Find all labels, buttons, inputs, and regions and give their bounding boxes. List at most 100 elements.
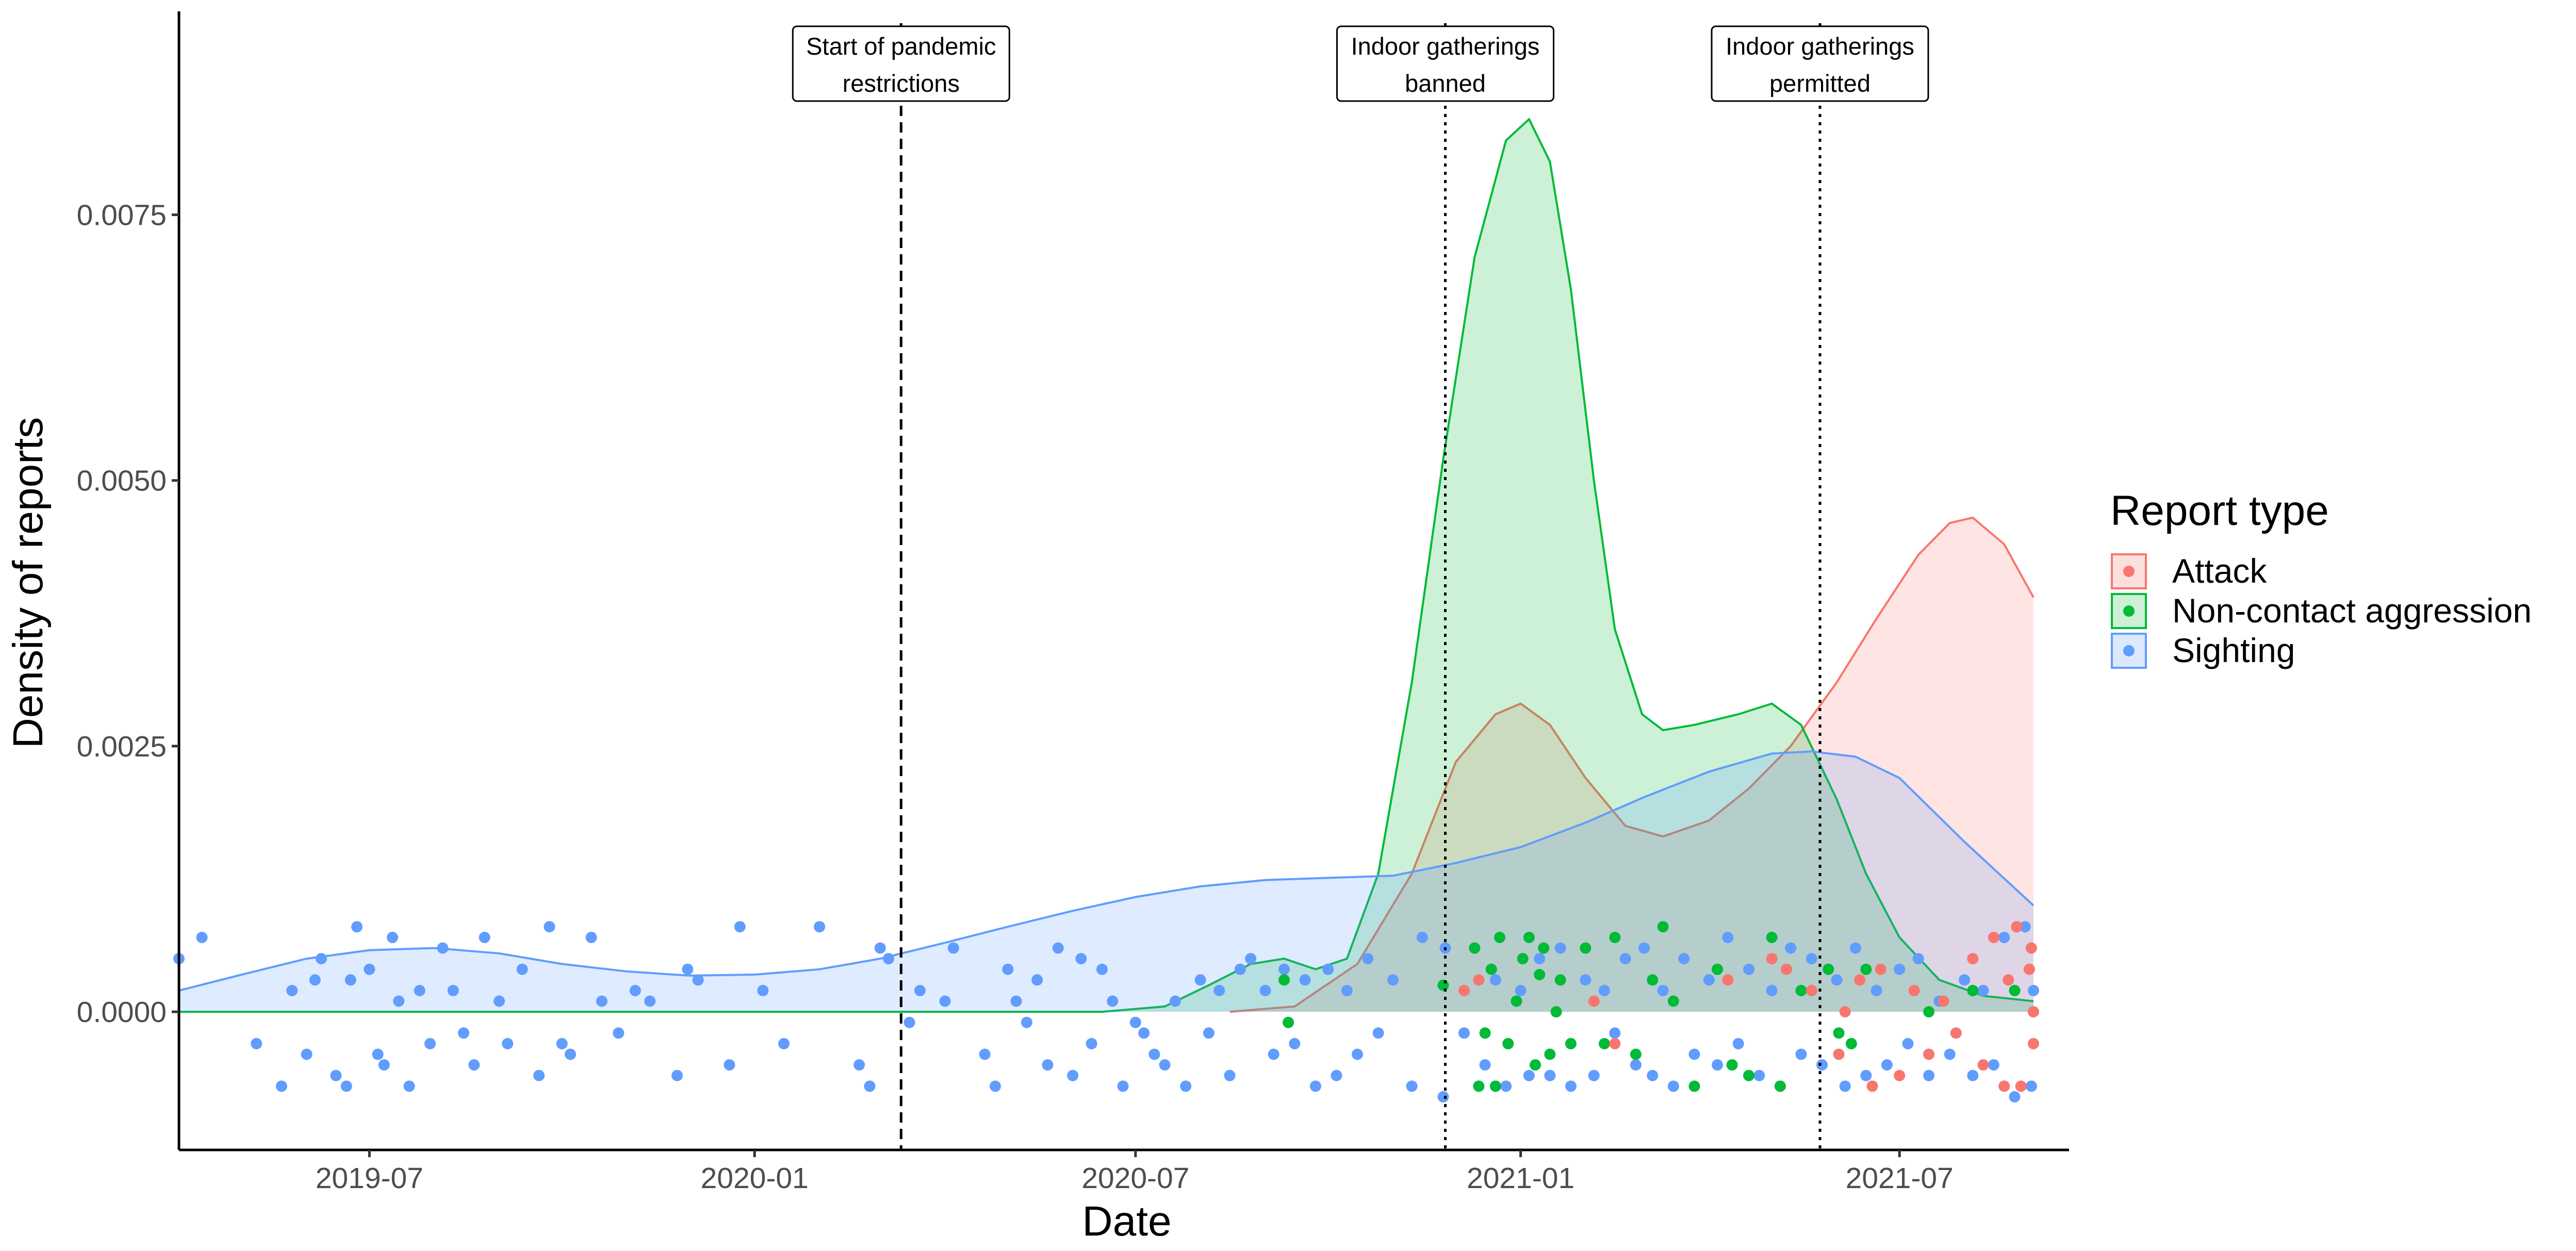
point-sighting xyxy=(882,953,894,965)
point-sighting xyxy=(644,995,656,1007)
point-non-contact-aggression xyxy=(1743,1069,1754,1081)
point-non-contact-aggression xyxy=(1923,1006,1935,1018)
annotation-box-1 xyxy=(792,25,1010,102)
point-sighting xyxy=(1588,1069,1600,1081)
point-sighting xyxy=(1657,984,1669,996)
point-sighting xyxy=(864,1080,876,1092)
point-sighting xyxy=(1437,1091,1449,1102)
density-line-attack xyxy=(1229,516,2034,1013)
point-sighting xyxy=(403,1080,415,1092)
point-sighting xyxy=(502,1038,514,1049)
point-non-contact-aggression xyxy=(1688,1080,1700,1092)
point-sighting xyxy=(1148,1048,1160,1060)
point-non-contact-aggression xyxy=(1489,1080,1501,1092)
point-non-contact-aggression xyxy=(1580,942,1591,954)
point-sighting xyxy=(387,931,398,943)
point-sighting xyxy=(1638,942,1650,954)
point-sighting xyxy=(301,1048,313,1060)
point-sighting xyxy=(1967,1069,1979,1081)
y-tick-label: 0.0000 xyxy=(77,996,167,1029)
point-sighting xyxy=(1096,963,1108,975)
point-non-contact-aggression xyxy=(1860,963,1872,975)
point-sighting xyxy=(904,1016,915,1028)
point-non-contact-aggression xyxy=(1609,931,1621,943)
y-axis-title: Density of reports xyxy=(5,417,52,749)
point-sighting xyxy=(1688,1048,1700,1060)
point-sighting xyxy=(1331,1069,1342,1081)
legend-title: Report type xyxy=(2110,487,2329,534)
point-non-contact-aggression xyxy=(1766,931,1778,943)
point-sighting xyxy=(1647,1069,1659,1081)
point-sighting xyxy=(424,1038,436,1049)
point-attack xyxy=(1988,931,1999,943)
point-non-contact-aggression xyxy=(1278,974,1290,986)
point-non-contact-aggression xyxy=(1530,1059,1541,1071)
point-sighting xyxy=(1010,995,1022,1007)
legend-dot-attack xyxy=(2123,566,2135,577)
point-sighting xyxy=(516,963,528,975)
point-sighting xyxy=(1544,1069,1556,1081)
point-sighting xyxy=(947,942,959,954)
point-non-contact-aggression xyxy=(1599,1038,1610,1049)
point-sighting xyxy=(1753,1069,1765,1081)
legend-key-attack xyxy=(2111,553,2147,589)
point-sighting xyxy=(1816,1059,1828,1071)
point-sighting xyxy=(1580,974,1591,986)
density-area-non-contact-aggression xyxy=(179,119,2033,1012)
point-sighting xyxy=(724,1059,735,1071)
x-tick-label: 2021-01 xyxy=(1467,1162,1574,1195)
point-sighting xyxy=(437,942,449,954)
point-sighting xyxy=(1159,1059,1171,1071)
point-sighting xyxy=(1289,1038,1301,1049)
annotation-label-1-line-2: restrictions xyxy=(843,70,960,97)
point-sighting xyxy=(1678,953,1690,965)
point-sighting xyxy=(1732,1038,1744,1049)
point-sighting xyxy=(1839,1080,1851,1092)
point-sighting xyxy=(1194,974,1206,986)
point-sighting xyxy=(734,921,746,933)
point-sighting xyxy=(330,1069,342,1081)
point-attack xyxy=(2023,963,2035,975)
point-non-contact-aggression xyxy=(1469,942,1481,954)
point-sighting xyxy=(364,963,375,975)
y-tick-label: 0.0025 xyxy=(77,730,167,763)
point-sighting xyxy=(1912,953,1924,965)
point-sighting xyxy=(757,984,769,996)
point-attack xyxy=(2003,974,2014,986)
point-sighting xyxy=(372,1048,384,1060)
annotation-box-2 xyxy=(1336,25,1555,102)
point-sighting xyxy=(1712,1059,1724,1071)
point-sighting xyxy=(914,984,926,996)
point-non-contact-aggression xyxy=(1283,1016,1294,1028)
point-non-contact-aggression xyxy=(1485,963,1497,975)
point-sighting xyxy=(1766,984,1778,996)
point-sighting xyxy=(939,995,951,1007)
legend-dot-non-contact-aggression xyxy=(2123,605,2135,617)
point-sighting xyxy=(1500,1080,1512,1092)
point-attack xyxy=(1839,1006,1851,1018)
point-sighting xyxy=(1871,984,1882,996)
point-non-contact-aggression xyxy=(1511,995,1522,1007)
point-sighting xyxy=(196,931,208,943)
annotation-label-2-line-2: banned xyxy=(1405,70,1486,97)
point-sighting xyxy=(1515,984,1527,996)
x-tick-label: 2021-07 xyxy=(1846,1162,1954,1195)
annotation-label-2-line-1: Indoor gatherings xyxy=(1351,32,1540,60)
annotation-label-1-line-1: Start of pandemic xyxy=(806,32,996,60)
point-sighting xyxy=(629,984,641,996)
point-sighting xyxy=(479,931,490,943)
point-sighting xyxy=(1169,995,1181,1007)
point-attack xyxy=(1866,1080,1878,1092)
point-sighting xyxy=(286,984,298,996)
point-non-contact-aggression xyxy=(1657,921,1669,933)
point-attack xyxy=(1473,974,1485,986)
point-non-contact-aggression xyxy=(1538,942,1550,954)
point-attack xyxy=(1938,995,1949,1007)
point-sighting xyxy=(854,1059,865,1071)
point-non-contact-aggression xyxy=(1967,984,1979,996)
point-attack xyxy=(1875,963,1886,975)
point-sighting xyxy=(814,921,825,933)
point-sighting xyxy=(1977,984,1989,996)
point-sighting xyxy=(1213,984,1225,996)
point-non-contact-aggression xyxy=(1726,1059,1738,1071)
